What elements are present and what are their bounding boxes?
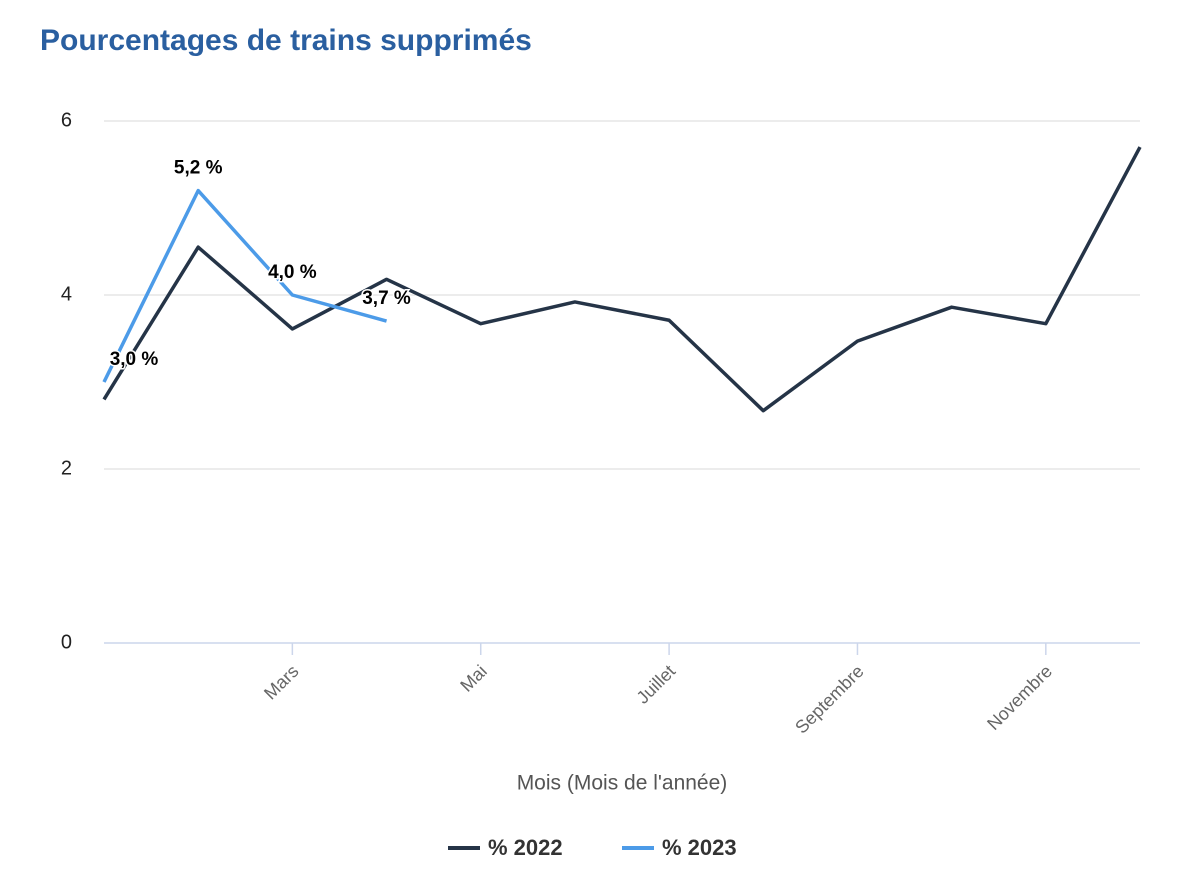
chart-title: Pourcentages de trains supprimés [40, 24, 532, 57]
data-label: 3,0 % [110, 349, 159, 370]
data-label: 4,0 % [268, 262, 317, 283]
x-tick-label: Mai [456, 661, 491, 696]
y-tick-label: 6 [61, 109, 72, 131]
series-line [102, 188, 388, 383]
x-tick-label: Mars [260, 661, 302, 703]
x-tick-label: Novembre [983, 661, 1056, 734]
series-line [102, 146, 1142, 413]
y-tick-label: 0 [61, 631, 72, 653]
y-tick-label: 2 [61, 457, 72, 479]
legend-label: % 2023 [662, 835, 737, 860]
legend-label: % 2022 [488, 835, 563, 860]
data-label: 3,7 % [362, 288, 411, 309]
x-axis-label: Mois (Mois de l'année) [517, 772, 728, 795]
y-tick-label: 4 [61, 283, 72, 305]
x-tick-label: Septembre [791, 661, 867, 737]
x-tick-label: Juillet [633, 661, 680, 708]
data-label: 5,2 % [174, 158, 223, 179]
